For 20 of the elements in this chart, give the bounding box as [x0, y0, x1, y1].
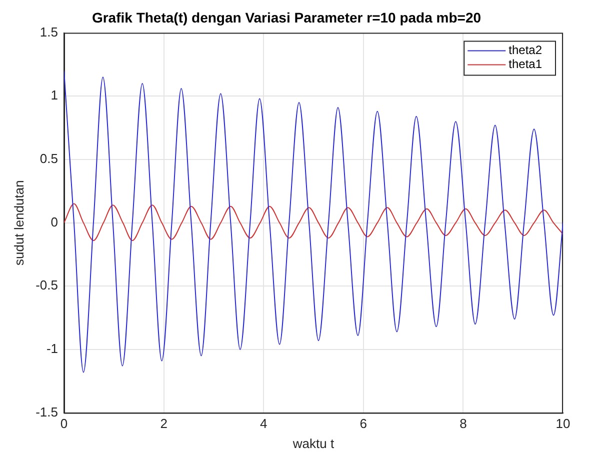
- line-series: [64, 70, 563, 373]
- legend-label: theta1: [508, 57, 542, 72]
- y-tick-label: 1: [50, 88, 58, 103]
- y-tick-label: 1.5: [40, 24, 58, 40]
- chart-title: Grafik Theta(t) dengan Variasi Parameter r=10 pada mb=20: [92, 9, 482, 26]
- x-axis-title: waktu t: [292, 436, 334, 451]
- x-tick-label: 4: [260, 416, 268, 432]
- y-tick-label: -1.5: [36, 404, 58, 420]
- x-tick-label: 8: [460, 416, 467, 432]
- y-tick-label: -1: [46, 341, 58, 356]
- y-axis-title: sudut lendutan: [11, 180, 26, 266]
- y-tick-label: 0.5: [40, 151, 58, 166]
- y-tick-label: 0: [50, 214, 58, 230]
- x-tick-label: 0: [60, 416, 68, 432]
- line-series: [64, 203, 563, 242]
- x-tick-label: 10: [556, 416, 570, 432]
- x-tick-label: 6: [360, 416, 368, 432]
- y-tick-label: -0.5: [36, 278, 58, 293]
- x-tick-label: 2: [160, 416, 168, 432]
- legend-label: theta2: [508, 43, 542, 58]
